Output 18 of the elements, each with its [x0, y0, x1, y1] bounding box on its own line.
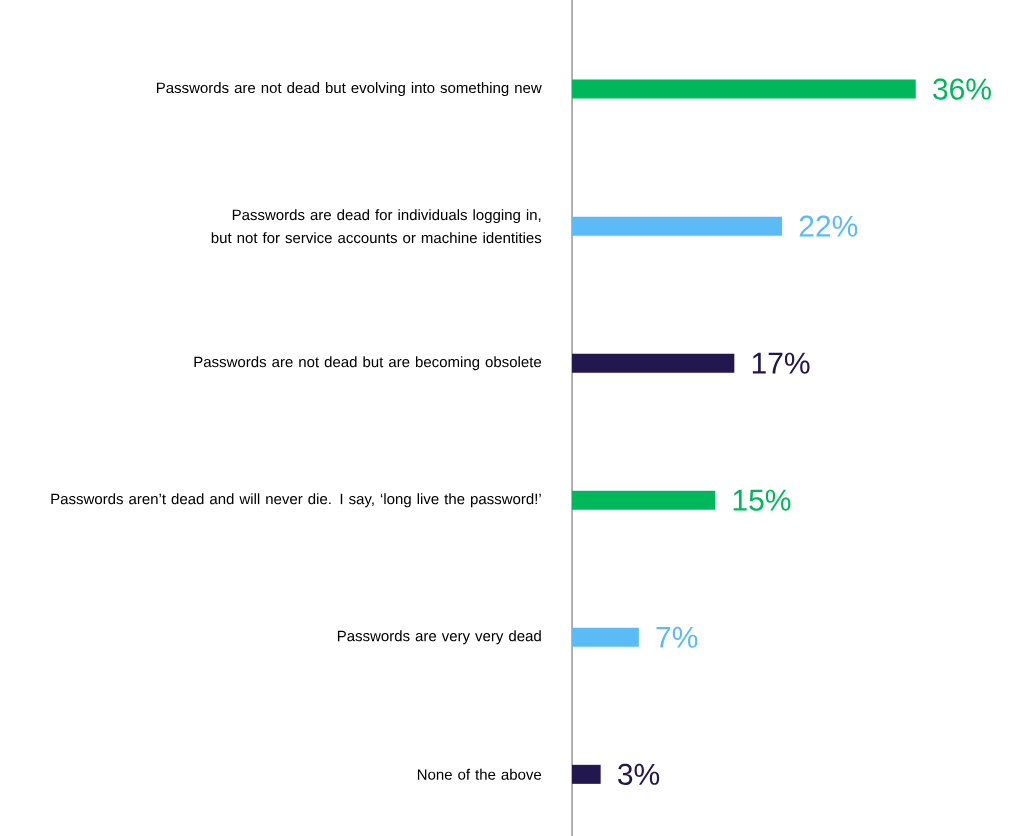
- data-label: 3%: [617, 763, 660, 785]
- bar: [572, 216, 783, 236]
- data-label: 17%: [752, 352, 810, 374]
- y-tick-label: Passwords are not dead but evolving into something new: [156, 82, 542, 97]
- y-tick-label: Passwords are not dead but are becoming obsolete: [194, 356, 542, 371]
- bar: [572, 79, 916, 99]
- y-tick-label: Passwords aren’t dead and will never die. I say, ‘long live the password!’: [51, 493, 541, 508]
- y-tick-label: Passwords are dead for individuals logging in, but not for service accounts or machine identities: [211, 209, 542, 244]
- data-label: 36%: [933, 78, 991, 100]
- bar: [572, 353, 735, 373]
- data-label: 7%: [656, 626, 698, 648]
- y-tick-label: Passwords are very very dead: [337, 630, 541, 645]
- bar: [572, 627, 639, 647]
- y-tick-label: None of the above: [417, 768, 542, 780]
- data-label: 22%: [799, 215, 858, 237]
- data-label: 15%: [733, 489, 791, 511]
- bar: [572, 490, 716, 510]
- bar: [572, 764, 601, 784]
